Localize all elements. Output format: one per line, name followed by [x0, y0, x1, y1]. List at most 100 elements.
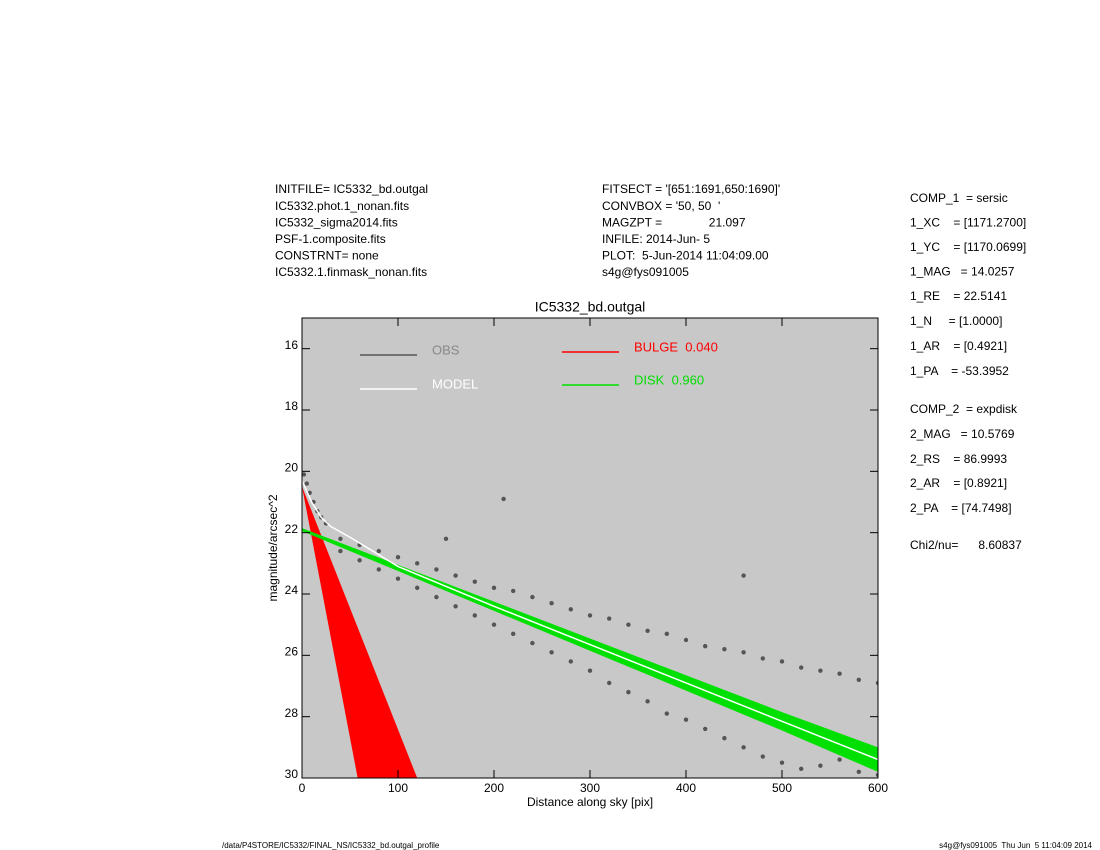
obs-point [837, 671, 842, 676]
obs-point [664, 711, 669, 716]
parameter: COMP_1 = sersic [910, 191, 1008, 205]
x-axis-label: Distance along sky [pix] [527, 795, 653, 809]
y-tick-label: 24 [285, 583, 299, 597]
x-tick-label: 300 [580, 781, 600, 795]
obs-point [304, 481, 309, 486]
parameter: 1_YC = [1170.0699] [910, 240, 1026, 254]
header-line: FITSECT = '[651:1691,650:1690]' [602, 182, 780, 196]
obs-point [395, 576, 401, 581]
header-line: IC5332.phot.1_nonan.fits [275, 199, 409, 213]
legend-label: OBS [432, 342, 460, 357]
legend-label: BULGE 0.040 [634, 339, 718, 354]
obs-point [511, 631, 516, 637]
obs-point [501, 496, 506, 502]
y-tick-label: 22 [285, 522, 299, 536]
obs-point [607, 616, 612, 621]
parameter: 1_PA = -53.3952 [910, 364, 1009, 378]
obs-point [395, 555, 401, 560]
obs-point [645, 628, 650, 633]
obs-point [645, 699, 650, 704]
obs-point [415, 561, 420, 566]
obs-point [587, 668, 593, 673]
y-tick-label: 30 [285, 767, 299, 781]
obs-point [434, 567, 439, 572]
obs-point [799, 665, 804, 670]
obs-point [415, 585, 420, 591]
obs-point [376, 548, 381, 554]
obs-point [587, 613, 593, 618]
y-tick-label: 18 [285, 399, 299, 413]
header-line: PLOT: 5-Jun-2014 11:04:09.00 [602, 249, 769, 263]
obs-point [443, 536, 449, 541]
obs-point [357, 558, 362, 563]
plot-background [302, 318, 878, 778]
obs-point [722, 647, 727, 652]
plot-frame [301, 317, 879, 779]
obs-point [376, 567, 381, 572]
header-line: IC5332_sigma2014.fits [275, 215, 398, 229]
model-band [302, 528, 878, 772]
y-tick-label: 26 [285, 645, 299, 659]
obs-point [338, 536, 343, 541]
header-line: IC5332.1.finmask_nonan.fits [275, 265, 427, 279]
obs-point [530, 594, 535, 600]
obs-point [703, 643, 708, 649]
header-line: INITFILE= IC5332_bd.outgal [275, 182, 428, 196]
parameter: 2_RS = 86.9993 [910, 452, 1007, 466]
header-line: s4g@fys091005 [602, 265, 689, 279]
x-tick-label: 200 [484, 781, 504, 795]
obs-point [760, 656, 765, 661]
obs-point [683, 717, 689, 722]
obs-point [683, 637, 689, 643]
legend-label: DISK 0.960 [634, 372, 704, 387]
x-tick-label: 100 [388, 781, 408, 795]
obs-point [491, 585, 497, 591]
model-band [302, 486, 418, 778]
obs-point [549, 650, 554, 655]
obs-point [741, 650, 746, 655]
plot-area [302, 472, 878, 778]
header-line: INFILE: 2014-Jun- 5 [602, 232, 710, 246]
obs-point [302, 472, 307, 477]
parameter: Chi2/nu= 8.60837 [910, 538, 1022, 552]
obs-point [722, 735, 727, 741]
x-tick-label: 400 [676, 781, 696, 795]
obs-point [338, 548, 343, 554]
parameter: 1_XC = [1171.2700] [910, 216, 1026, 230]
x-tick-label: 600 [868, 781, 888, 795]
obs-point [741, 745, 746, 750]
obs-point [837, 757, 842, 762]
legend-label: MODEL [432, 376, 478, 391]
obs-point [626, 622, 631, 627]
obs-point [568, 607, 573, 612]
obs-point [472, 579, 477, 584]
obs-point [607, 680, 612, 686]
parameter: 1_RE = 22.5141 [910, 289, 1007, 303]
obs-point [856, 769, 861, 775]
header-line: PSF-1.composite.fits [275, 232, 386, 246]
header-line: MAGZPT = 21.097 [602, 215, 746, 229]
x-tick-label: 0 [299, 781, 306, 795]
obs-point [779, 659, 785, 664]
y-tick-label: 20 [285, 461, 299, 475]
parameter: 2_PA = [74.7498] [910, 501, 1012, 515]
obs-point [434, 594, 439, 600]
parameter: COMP_2 = expdisk [910, 402, 1018, 416]
obs-point [664, 631, 669, 637]
obs-point [549, 601, 554, 606]
obs-point [626, 689, 631, 695]
model-line [302, 480, 878, 761]
obs-point [760, 754, 765, 759]
parameter: 1_AR = [0.4921] [910, 339, 1007, 353]
obs-point [472, 613, 477, 618]
obs-point [875, 680, 878, 686]
y-axis-label: magnitude/arcsec^2 [266, 494, 280, 601]
obs-point [818, 763, 823, 768]
obs-point [530, 640, 535, 646]
parameter: 1_MAG = 14.0257 [910, 265, 1015, 279]
footer-left: /data/P4STORE/IC5332/FINAL_NS/IC5332_bd.… [222, 841, 440, 850]
x-tick-label: 500 [772, 781, 792, 795]
obs-point [741, 573, 746, 578]
obs-point [703, 726, 708, 732]
